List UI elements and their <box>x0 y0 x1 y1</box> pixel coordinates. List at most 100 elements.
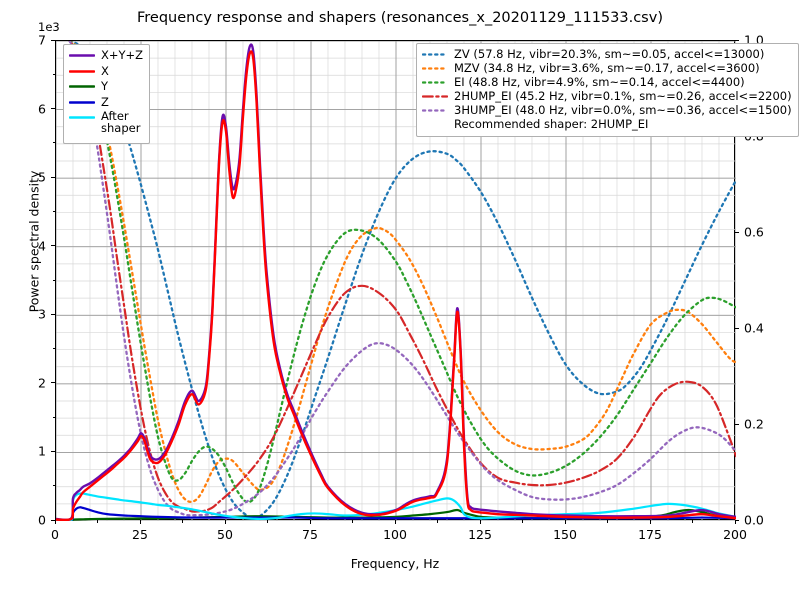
legend-item-label: Y <box>101 79 109 93</box>
series-2hump-ei <box>68 41 736 513</box>
x-minor-tick <box>437 520 438 523</box>
legend-item-label: EI (48.8 Hz, vibr=4.9%, sm~=0.14, accel<… <box>454 75 745 89</box>
y-tick-mark <box>51 450 55 453</box>
y-minor-tick <box>52 73 55 75</box>
y-tick-mark-right <box>735 519 739 521</box>
legend-item-label: Z <box>101 94 109 109</box>
y-tick-mark <box>51 39 55 41</box>
y-tick-mark <box>51 108 55 110</box>
y-axis-label: Power spectral density <box>26 170 42 313</box>
x-tick-label: 0 <box>51 527 59 542</box>
legend-item-label: X+Y+Z <box>101 48 144 62</box>
y-tick-mark-right <box>735 327 739 329</box>
series-ei <box>68 41 736 504</box>
y-tick-label: 2 <box>38 375 46 391</box>
legend-line-sample-icon <box>422 104 448 117</box>
series-x <box>56 50 736 521</box>
y-tick-label: 5 <box>38 169 46 185</box>
y-tick-label-right: 0.6 <box>744 224 764 240</box>
x-tick-label: 200 <box>723 527 747 542</box>
y-tick-mark <box>51 382 55 384</box>
x-tick-mark <box>649 520 651 524</box>
y-minor-tick <box>52 348 55 350</box>
y-minor-tick <box>52 485 55 487</box>
legend-item-ei[interactable]: EI (48.8 Hz, vibr=4.9%, sm~=0.14, accel<… <box>422 76 792 90</box>
legend-item-zv[interactable]: ZV (57.8 Hz, vibr=20.3%, sm~=0.05, accel… <box>422 48 792 62</box>
y-tick-mark <box>51 313 55 315</box>
legend-line-sample-icon <box>69 65 95 78</box>
chart-title: Frequency response and shapers (resonanc… <box>137 10 663 26</box>
legend-item-label: 2HUMP_EI (45.2 Hz, vibr=0.1%, sm~=0.26, … <box>454 89 792 103</box>
legend-line-sample-icon <box>69 49 95 62</box>
x-tick-label: 175 <box>638 527 662 542</box>
legend-item-z[interactable]: Z <box>69 94 143 112</box>
x-tick-label: 50 <box>217 527 233 542</box>
series-3hump-ei <box>68 41 736 517</box>
x-minor-tick <box>522 520 523 523</box>
legend-item-mzv[interactable]: MZV (34.8 Hz, vibr=3.6%, sm~=0.17, accel… <box>422 62 792 76</box>
legend-item-label: MZV (34.8 Hz, vibr=3.6%, sm~=0.17, accel… <box>454 61 760 75</box>
x-minor-tick <box>182 520 183 523</box>
legend-item-label: 3HUMP_EI (48.0 Hz, vibr=0.0%, sm~=0.36, … <box>454 103 792 117</box>
x-tick-mark <box>139 520 141 524</box>
y-tick-mark <box>51 176 55 178</box>
x-tick-label: 75 <box>302 527 318 542</box>
y-tick-mark-right <box>735 39 739 41</box>
x-minor-tick <box>97 520 98 523</box>
x-tick-mark <box>479 520 481 524</box>
legend-item-label: X <box>101 63 109 78</box>
legend-line-sample-icon <box>69 111 95 124</box>
x-tick-label: 150 <box>553 527 577 542</box>
legend-psd[interactable]: X+Y+Z X Y Z After shaper <box>63 44 151 144</box>
legend-item-y[interactable]: Y <box>69 80 143 96</box>
x-tick-mark <box>54 520 56 524</box>
legend-item-x[interactable]: X <box>69 63 143 81</box>
legend-item-label: After shaper <box>101 109 141 135</box>
x-tick-mark <box>394 520 396 524</box>
y-tick-label: 7 <box>38 32 46 48</box>
legend-line-sample-icon <box>69 96 95 109</box>
y-tick-label: 4 <box>38 238 46 254</box>
y-tick-label: 3 <box>38 306 46 322</box>
recommended-shaper-label: Recommended shaper: 2HUMP_EI <box>454 117 649 131</box>
y-tick-label: 6 <box>38 101 46 117</box>
x-tick-label: 100 <box>383 527 407 542</box>
x-tick-label: 125 <box>468 527 492 542</box>
x-tick-mark <box>309 520 311 524</box>
x-tick-label: 25 <box>132 527 148 542</box>
legend-item-after-shaper[interactable]: After shaper <box>69 109 143 139</box>
legend-line-sample-icon <box>422 90 448 103</box>
x-tick-mark <box>564 520 566 524</box>
legend-line-sample-icon <box>422 76 448 89</box>
x-minor-tick <box>352 520 353 523</box>
x-tick-mark <box>224 520 226 524</box>
x-minor-tick <box>607 520 608 523</box>
y-tick-label: 1 <box>38 443 46 459</box>
y-tick-label-right: 0.4 <box>744 320 764 336</box>
legend-line-sample-icon <box>422 62 448 75</box>
legend-line-sample-icon <box>422 48 448 61</box>
y-tick-mark-right <box>735 231 739 233</box>
y-tick-label: 0 <box>38 512 46 528</box>
legend-item-x-y-z[interactable]: X+Y+Z <box>69 49 143 65</box>
y-tick-label-right: 0.0 <box>744 512 764 528</box>
y-tick-mark-right <box>735 423 739 425</box>
legend-item-3hump-ei[interactable]: 3HUMP_EI (48.0 Hz, vibr=0.0%, sm~=0.36, … <box>422 104 792 118</box>
series-zv <box>68 41 736 519</box>
x-minor-tick <box>267 520 268 523</box>
y-tick-mark <box>51 245 55 247</box>
y-axis-exponent-label: 1e3 <box>38 20 60 34</box>
y-tick-label-right: 0.2 <box>744 416 764 432</box>
recommended-shaper-row: Recommended shaper: 2HUMP_EI <box>422 118 792 132</box>
legend-shapers[interactable]: ZV (57.8 Hz, vibr=20.3%, sm~=0.05, accel… <box>416 43 799 137</box>
y-minor-tick <box>52 416 55 418</box>
series-y <box>56 508 736 521</box>
x-axis-label: Frequency, Hz <box>350 556 440 571</box>
y-tick-mark <box>51 519 55 521</box>
x-tick-mark <box>734 520 736 524</box>
data-layer <box>56 41 736 521</box>
legend-item-label: ZV (57.8 Hz, vibr=20.3%, sm~=0.05, accel… <box>454 47 765 61</box>
x-minor-tick <box>692 520 693 523</box>
legend-item-2hump-ei[interactable]: 2HUMP_EI (45.2 Hz, vibr=0.1%, sm~=0.26, … <box>422 90 792 104</box>
